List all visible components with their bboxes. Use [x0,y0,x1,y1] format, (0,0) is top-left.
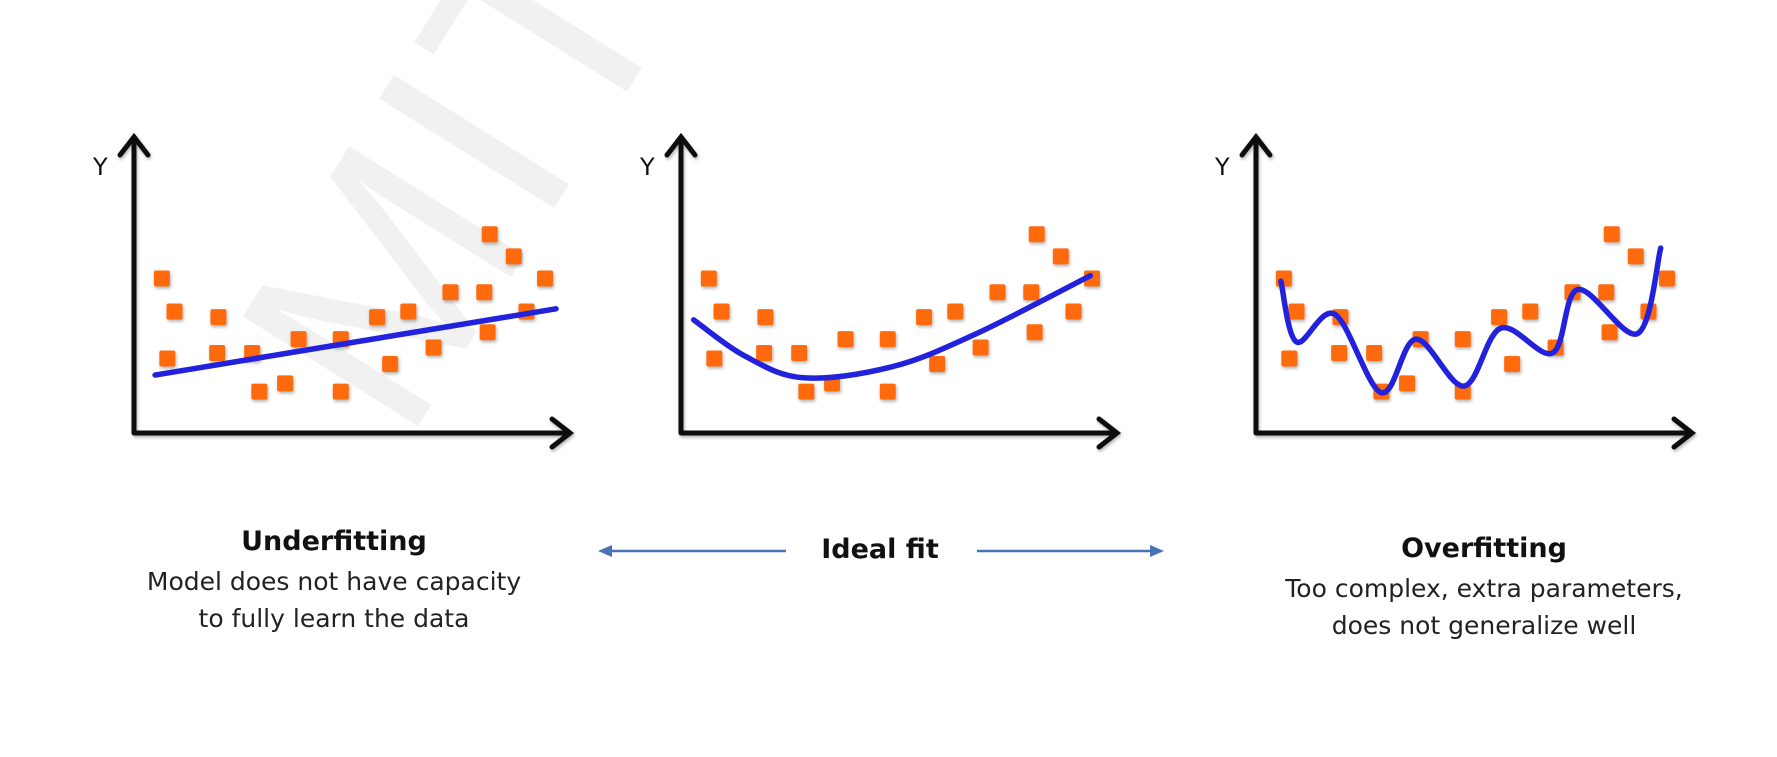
overfitting-caption: Overfitting Too complex, extra parameter… [1204,533,1764,644]
x-axis-arrowhead [549,416,575,450]
axis-lines [1253,137,1692,436]
data-point [879,331,896,348]
data-point [290,331,307,348]
x-axis-arrowhead [1671,416,1697,450]
underfitting-desc-1: Model does not have capacity [146,567,522,596]
overfitting-title: Overfitting [1401,533,1567,564]
ideal-fit-label: Ideal fit [821,534,939,565]
fit-line [152,306,559,378]
axis-lines [678,137,1117,436]
data-point [400,303,417,320]
underfitting-title: Underfitting [241,526,427,557]
data-point [537,270,554,287]
data-point [382,356,399,372]
data-point [1026,324,1043,341]
axis-lines [131,137,570,436]
panel-3: Y [1214,132,1697,450]
y-axis-arrowhead [664,132,698,158]
data-point [929,356,946,372]
data-point [947,303,964,320]
data-point [837,331,854,348]
y-axis-arrowhead [1239,132,1273,158]
data-point [1491,309,1508,326]
underfitting-caption: Underfitting Model does not have capacit… [54,526,614,637]
data-point [1659,270,1676,287]
data-point [791,344,808,361]
data-point [209,344,226,361]
data-point [1366,344,1383,361]
data-point [210,309,227,326]
data-point [756,344,773,361]
data-point [442,284,459,301]
data-point [251,383,268,400]
data-point [476,284,493,301]
y-axis-label: Y [1214,153,1230,181]
data-point [1504,356,1521,372]
data-point [425,339,442,356]
axes [664,132,1122,450]
data-point [1603,226,1620,243]
data-point [989,284,1006,301]
y-axis-label: Y [639,153,655,181]
data-point [798,383,815,400]
axes [117,132,575,450]
y-axis-label: Y [92,153,108,181]
data-point [1028,226,1045,243]
axes [1239,132,1697,450]
data-point [713,303,730,320]
data-point [1454,331,1471,348]
data-point [1522,303,1539,320]
data-point [153,270,170,287]
y-axis-arrowhead [117,132,151,158]
x-axis-arrowhead [1096,416,1122,450]
data-point [1023,284,1040,301]
data-point [879,383,896,400]
panel-2: Y [639,132,1122,450]
data-point [700,270,717,287]
data-point [369,309,386,326]
data-point [916,309,933,326]
data-point [1065,303,1082,320]
data-point [1627,248,1644,265]
overfitting-desc-1: Too complex, extra parameters, [1285,574,1683,603]
data-point [332,383,349,400]
data-point [1288,303,1305,320]
data-point [1399,375,1416,392]
data-point [277,375,294,392]
data-point [972,339,989,356]
data-point [159,350,176,367]
data-point [479,324,496,341]
data-point [757,309,774,326]
data-point [481,226,498,243]
data-point [1598,284,1615,301]
arrow-left [598,545,786,557]
data-point [1052,248,1069,265]
underfitting-desc-2: to fully learn the data [198,604,470,633]
arrow-right [977,545,1164,557]
data-point [706,350,723,367]
data-point [1281,350,1298,367]
fit-line [1278,245,1664,396]
panel-1: Y [92,132,575,450]
overfitting-desc-2: does not generalize well [1331,611,1637,640]
data-point [1601,324,1618,341]
data-point [166,303,183,320]
data-point [505,248,522,265]
fit-line [690,272,1094,381]
data-point [1331,344,1348,361]
